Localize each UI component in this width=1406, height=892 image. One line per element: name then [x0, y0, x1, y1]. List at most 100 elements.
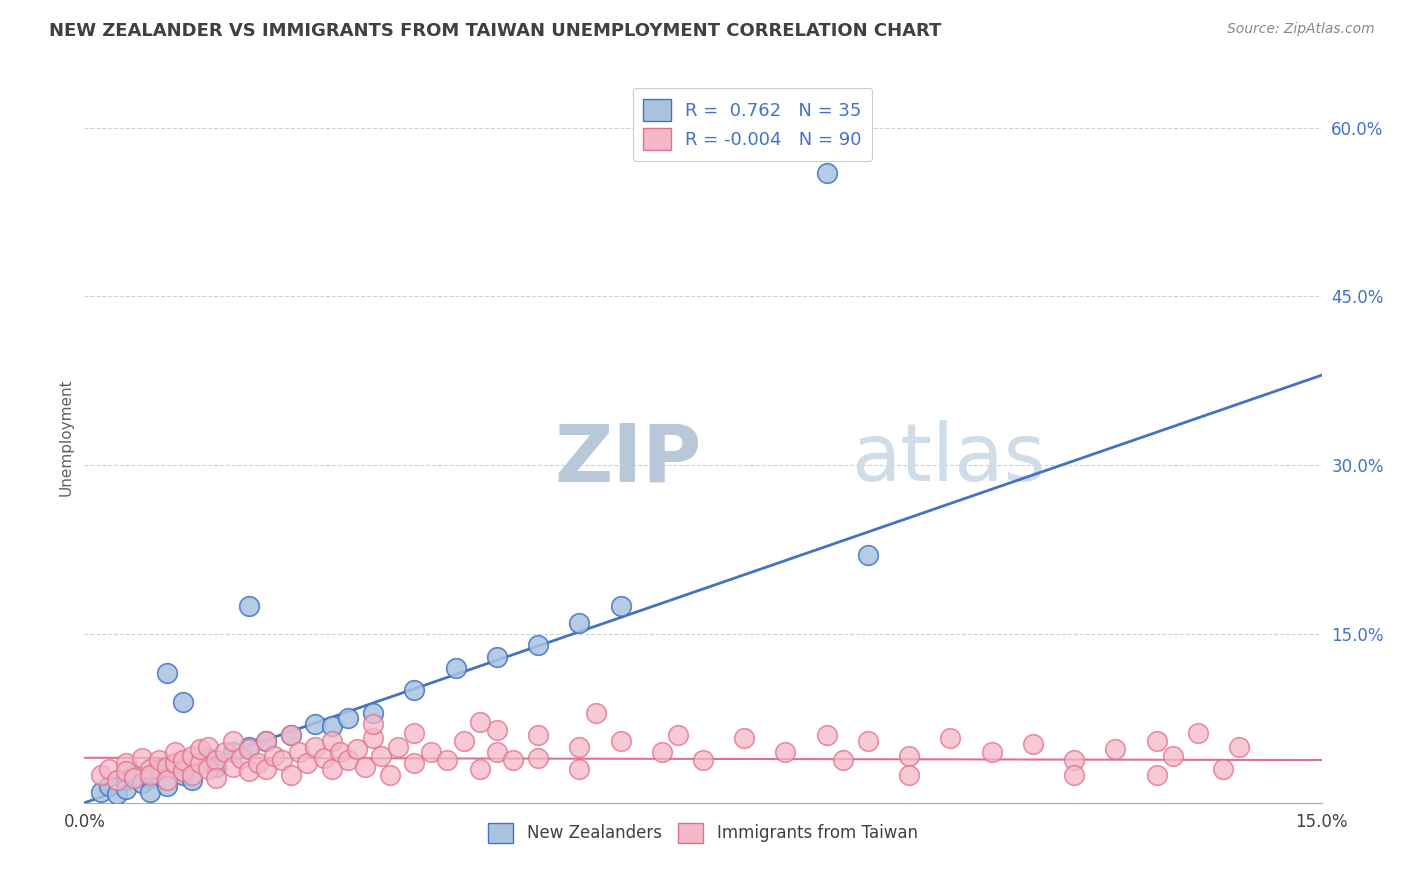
Point [139, 784, 162, 798]
Point [370, 748, 392, 763]
Point [470, 762, 492, 776]
Point [271, 753, 294, 767]
Point [254, 734, 277, 748]
Point [90, 784, 112, 798]
Point [156, 666, 179, 681]
Legend: New Zealanders, Immigrants from Taiwan: New Zealanders, Immigrants from Taiwan [478, 813, 928, 853]
Point [114, 782, 136, 797]
Point [214, 745, 236, 759]
Point [165, 756, 187, 771]
Point [105, 787, 128, 801]
Point [165, 756, 187, 771]
Point [404, 683, 426, 698]
Point [222, 734, 245, 748]
Point [1104, 741, 1126, 756]
Point [485, 649, 508, 664]
Point [329, 745, 352, 759]
Point [1063, 753, 1085, 767]
Point [856, 548, 879, 562]
Point [585, 706, 607, 720]
Point [238, 599, 260, 613]
Point [815, 166, 838, 180]
Point [197, 751, 219, 765]
Point [1063, 767, 1085, 781]
Point [246, 756, 269, 771]
Point [172, 764, 194, 779]
Point [263, 748, 285, 763]
Point [898, 748, 921, 763]
Point [361, 731, 384, 745]
Point [98, 779, 121, 793]
Point [404, 756, 426, 771]
Point [156, 779, 179, 793]
Point [361, 717, 384, 731]
Point [832, 753, 855, 767]
Point [304, 739, 326, 754]
Point [527, 751, 550, 765]
Text: NEW ZEALANDER VS IMMIGRANTS FROM TAIWAN UNEMPLOYMENT CORRELATION CHART: NEW ZEALANDER VS IMMIGRANTS FROM TAIWAN … [49, 22, 942, 40]
Point [568, 615, 591, 630]
Point [188, 756, 211, 771]
Point [733, 731, 755, 745]
Point [188, 741, 211, 756]
Point [321, 762, 343, 776]
Point [815, 728, 838, 742]
Point [419, 745, 441, 759]
Point [205, 760, 228, 774]
Point [238, 764, 260, 779]
Point [485, 723, 508, 737]
Point [229, 751, 252, 765]
Text: ZIP: ZIP [554, 420, 702, 498]
Point [139, 762, 162, 776]
Point [156, 773, 179, 788]
Point [609, 734, 631, 748]
Point [361, 706, 384, 720]
Point [692, 753, 714, 767]
Point [114, 773, 136, 788]
Point [453, 734, 475, 748]
Point [775, 745, 797, 759]
Point [197, 739, 219, 754]
Point [609, 599, 631, 613]
Point [666, 728, 689, 742]
Point [172, 753, 194, 767]
Point [180, 767, 202, 781]
Point [939, 731, 962, 745]
Text: atlas: atlas [852, 420, 1046, 498]
Point [280, 728, 302, 742]
Point [165, 745, 187, 759]
Point [436, 753, 458, 767]
Point [1161, 748, 1184, 763]
Point [337, 711, 360, 725]
Point [353, 760, 375, 774]
Point [156, 760, 179, 774]
Point [856, 734, 879, 748]
Point [180, 773, 202, 788]
Point [651, 745, 673, 759]
Point [254, 762, 277, 776]
Point [280, 767, 302, 781]
Point [205, 753, 228, 767]
Point [90, 767, 112, 781]
Point [180, 748, 202, 763]
Point [105, 773, 128, 788]
Text: Source: ZipAtlas.com: Source: ZipAtlas.com [1227, 22, 1375, 37]
Point [172, 767, 194, 781]
Point [346, 741, 368, 756]
Point [304, 717, 326, 731]
Point [148, 762, 170, 776]
Point [280, 728, 302, 742]
Point [295, 756, 318, 771]
Y-axis label: Unemployment: Unemployment [58, 378, 73, 496]
Point [568, 739, 591, 754]
Point [122, 767, 145, 781]
Point [485, 745, 508, 759]
Point [114, 764, 136, 779]
Point [98, 762, 121, 776]
Point [312, 751, 335, 765]
Point [254, 734, 277, 748]
Point [404, 726, 426, 740]
Point [1227, 739, 1250, 754]
Point [139, 771, 162, 785]
Point [238, 741, 260, 756]
